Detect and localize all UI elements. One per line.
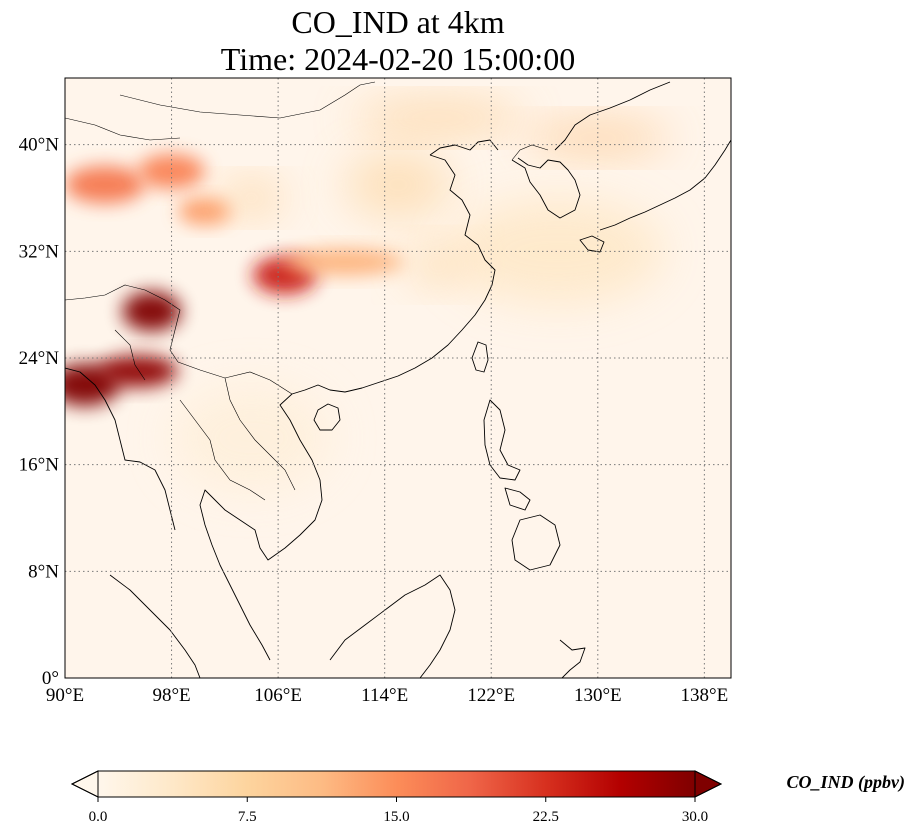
coastline-myanmar <box>65 367 176 531</box>
lon-tick-label: 138°E <box>681 685 729 706</box>
lat-tick-label: 24°N <box>19 348 60 369</box>
country-borders <box>65 81 549 501</box>
colorbar-tick-label: 30.0 <box>682 809 708 825</box>
gridlines <box>65 78 731 678</box>
plume-sichuan-trail <box>284 248 405 276</box>
colorbar-body <box>98 771 695 797</box>
figure-title-line2: Time: 2024-02-20 15:00:00 <box>221 41 575 77</box>
lon-tick-label: 130°E <box>574 685 622 706</box>
plume-yunnan-hotspot <box>122 291 181 332</box>
colorbar: 0.0 7.5 15.0 22.5 30.0 CO_IND (ppbv) <box>70 770 906 825</box>
border-himalaya <box>65 284 181 363</box>
lat-tick-label: 40°N <box>19 135 60 156</box>
colorbar-tick-labels: 0.0 7.5 15.0 22.5 30.0 <box>89 797 708 825</box>
plume-tibet-west <box>65 166 145 204</box>
lat-tick-label: 0° <box>42 668 59 689</box>
coastline-japan-south <box>579 235 605 253</box>
border-indochina-china <box>177 361 293 395</box>
coastline-mindanao <box>511 514 561 571</box>
lon-tick-label: 114°E <box>361 685 408 706</box>
map-panel <box>64 77 732 679</box>
coastline-indochina <box>199 393 323 661</box>
border-laos-vietnam <box>224 377 296 491</box>
plume-north-china-plain <box>344 151 452 218</box>
coastline-china-east <box>291 154 496 395</box>
plume-mongolia-belt <box>351 102 525 134</box>
colorbar-tick-label: 15.0 <box>383 809 409 825</box>
latitude-tick-labels: 0° 8°N 16°N 24°N 32°N 40°N <box>19 135 60 689</box>
coastline-hainan <box>313 403 341 431</box>
co-concentration-field <box>65 102 672 492</box>
lon-tick-label: 98°E <box>152 685 190 706</box>
border-china-north <box>119 81 376 119</box>
lon-tick-label: 106°E <box>254 685 302 706</box>
coastline-sumatra <box>109 574 201 678</box>
colorbar-tick-label: 7.5 <box>238 809 257 825</box>
coastline-taiwan <box>471 341 489 373</box>
lon-tick-label: 122°E <box>467 685 515 706</box>
coastline-north <box>554 81 671 151</box>
plume-east-china-sea <box>451 198 665 305</box>
colorbar-tick-label: 0.0 <box>89 809 108 825</box>
colorbar-label: CO_IND (ppbv) <box>787 772 906 793</box>
colorbar-tick-label: 22.5 <box>533 809 559 825</box>
lat-tick-label: 32°N <box>19 241 60 262</box>
plume-yangtze-delta <box>404 244 472 285</box>
plume-tibet-central <box>138 154 205 189</box>
border-korea <box>511 144 549 161</box>
border-china-mongolia <box>65 117 181 141</box>
coastline-bohai <box>429 139 499 156</box>
lat-tick-label: 16°N <box>19 455 60 476</box>
lon-tick-label: 90°E <box>46 685 84 706</box>
coastline-luzon <box>483 399 521 481</box>
figure-title-line1: CO_IND at 4km <box>291 4 504 40</box>
border-myanmar-india <box>114 329 146 381</box>
lat-tick-label: 8°N <box>28 561 59 582</box>
colorbar-extend-min <box>70 770 99 798</box>
coastline-visayas <box>504 487 531 511</box>
map-frame <box>64 77 732 679</box>
border-thailand <box>179 399 266 501</box>
colorbar-extend-max <box>694 770 723 798</box>
coastline-japan <box>599 139 731 231</box>
plume-qinghai <box>178 198 232 225</box>
plume-gansu <box>218 182 285 214</box>
coastlines <box>65 81 731 678</box>
coastline-korea <box>511 157 581 219</box>
coastline-borneo <box>329 574 456 678</box>
plume-indochina-haze <box>171 384 332 492</box>
plume-myanmar-north <box>98 355 179 388</box>
longitude-tick-labels: 90°E 98°E 106°E 114°E 122°E 130°E 138°E <box>46 685 728 706</box>
coastline-sulawesi <box>559 639 586 678</box>
